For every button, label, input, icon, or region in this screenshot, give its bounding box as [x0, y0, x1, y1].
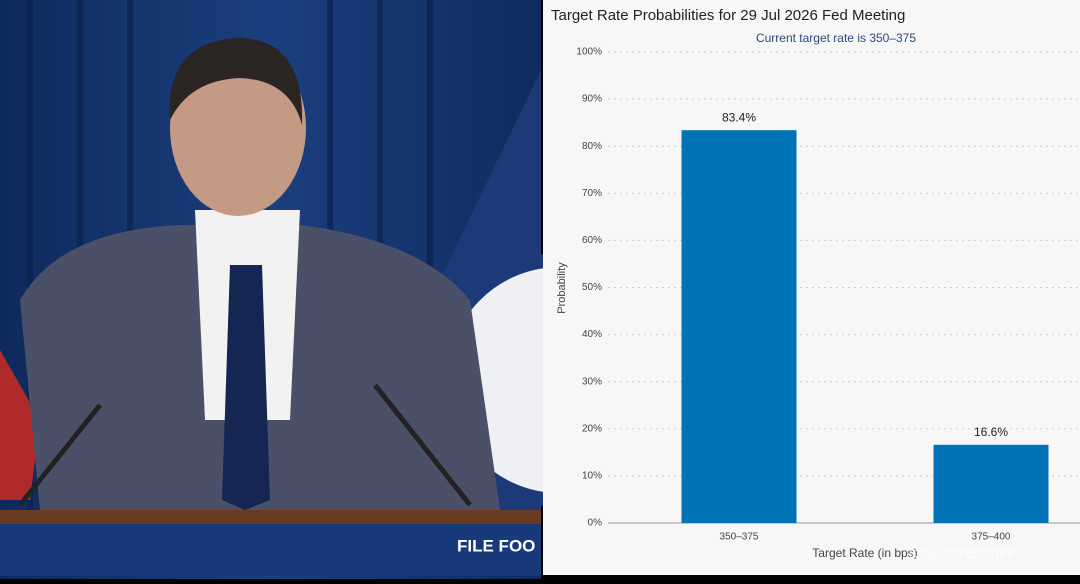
y-tick-label: 0%	[588, 518, 603, 529]
y-tick-label: 30%	[582, 376, 602, 387]
y-tick-label: 70%	[582, 188, 602, 199]
podium-text: FILE FOO	[457, 536, 535, 555]
bar	[681, 130, 797, 523]
value-label: 83.4%	[722, 110, 756, 124]
x-tick-label: 350–375	[720, 532, 759, 543]
y-tick-label: 10%	[582, 471, 602, 482]
bar	[933, 444, 1049, 523]
watermark: @SiliconEmpire	[909, 545, 1016, 562]
chart-subtitle: Current target rate is 350–375	[756, 31, 916, 45]
y-tick-label: 20%	[582, 423, 602, 434]
y-tick-label: 60%	[582, 235, 602, 246]
chart: Target Rate Probabilities for 29 Jul 202…	[543, 0, 1080, 575]
y-tick-label: 100%	[576, 47, 602, 58]
chart-title: Target Rate Probabilities for 29 Jul 202…	[551, 7, 905, 24]
y-tick-label: 90%	[582, 94, 602, 105]
x-tick-label: 375–400	[972, 532, 1011, 543]
value-label: 16.6%	[974, 425, 1008, 439]
y-tick-label: 80%	[582, 141, 602, 152]
y-tick-label: 50%	[582, 282, 602, 293]
y-axis-label: Probability	[556, 262, 568, 314]
x-axis-label: Target Rate (in bps)	[812, 546, 917, 560]
y-tick-label: 40%	[582, 329, 602, 340]
